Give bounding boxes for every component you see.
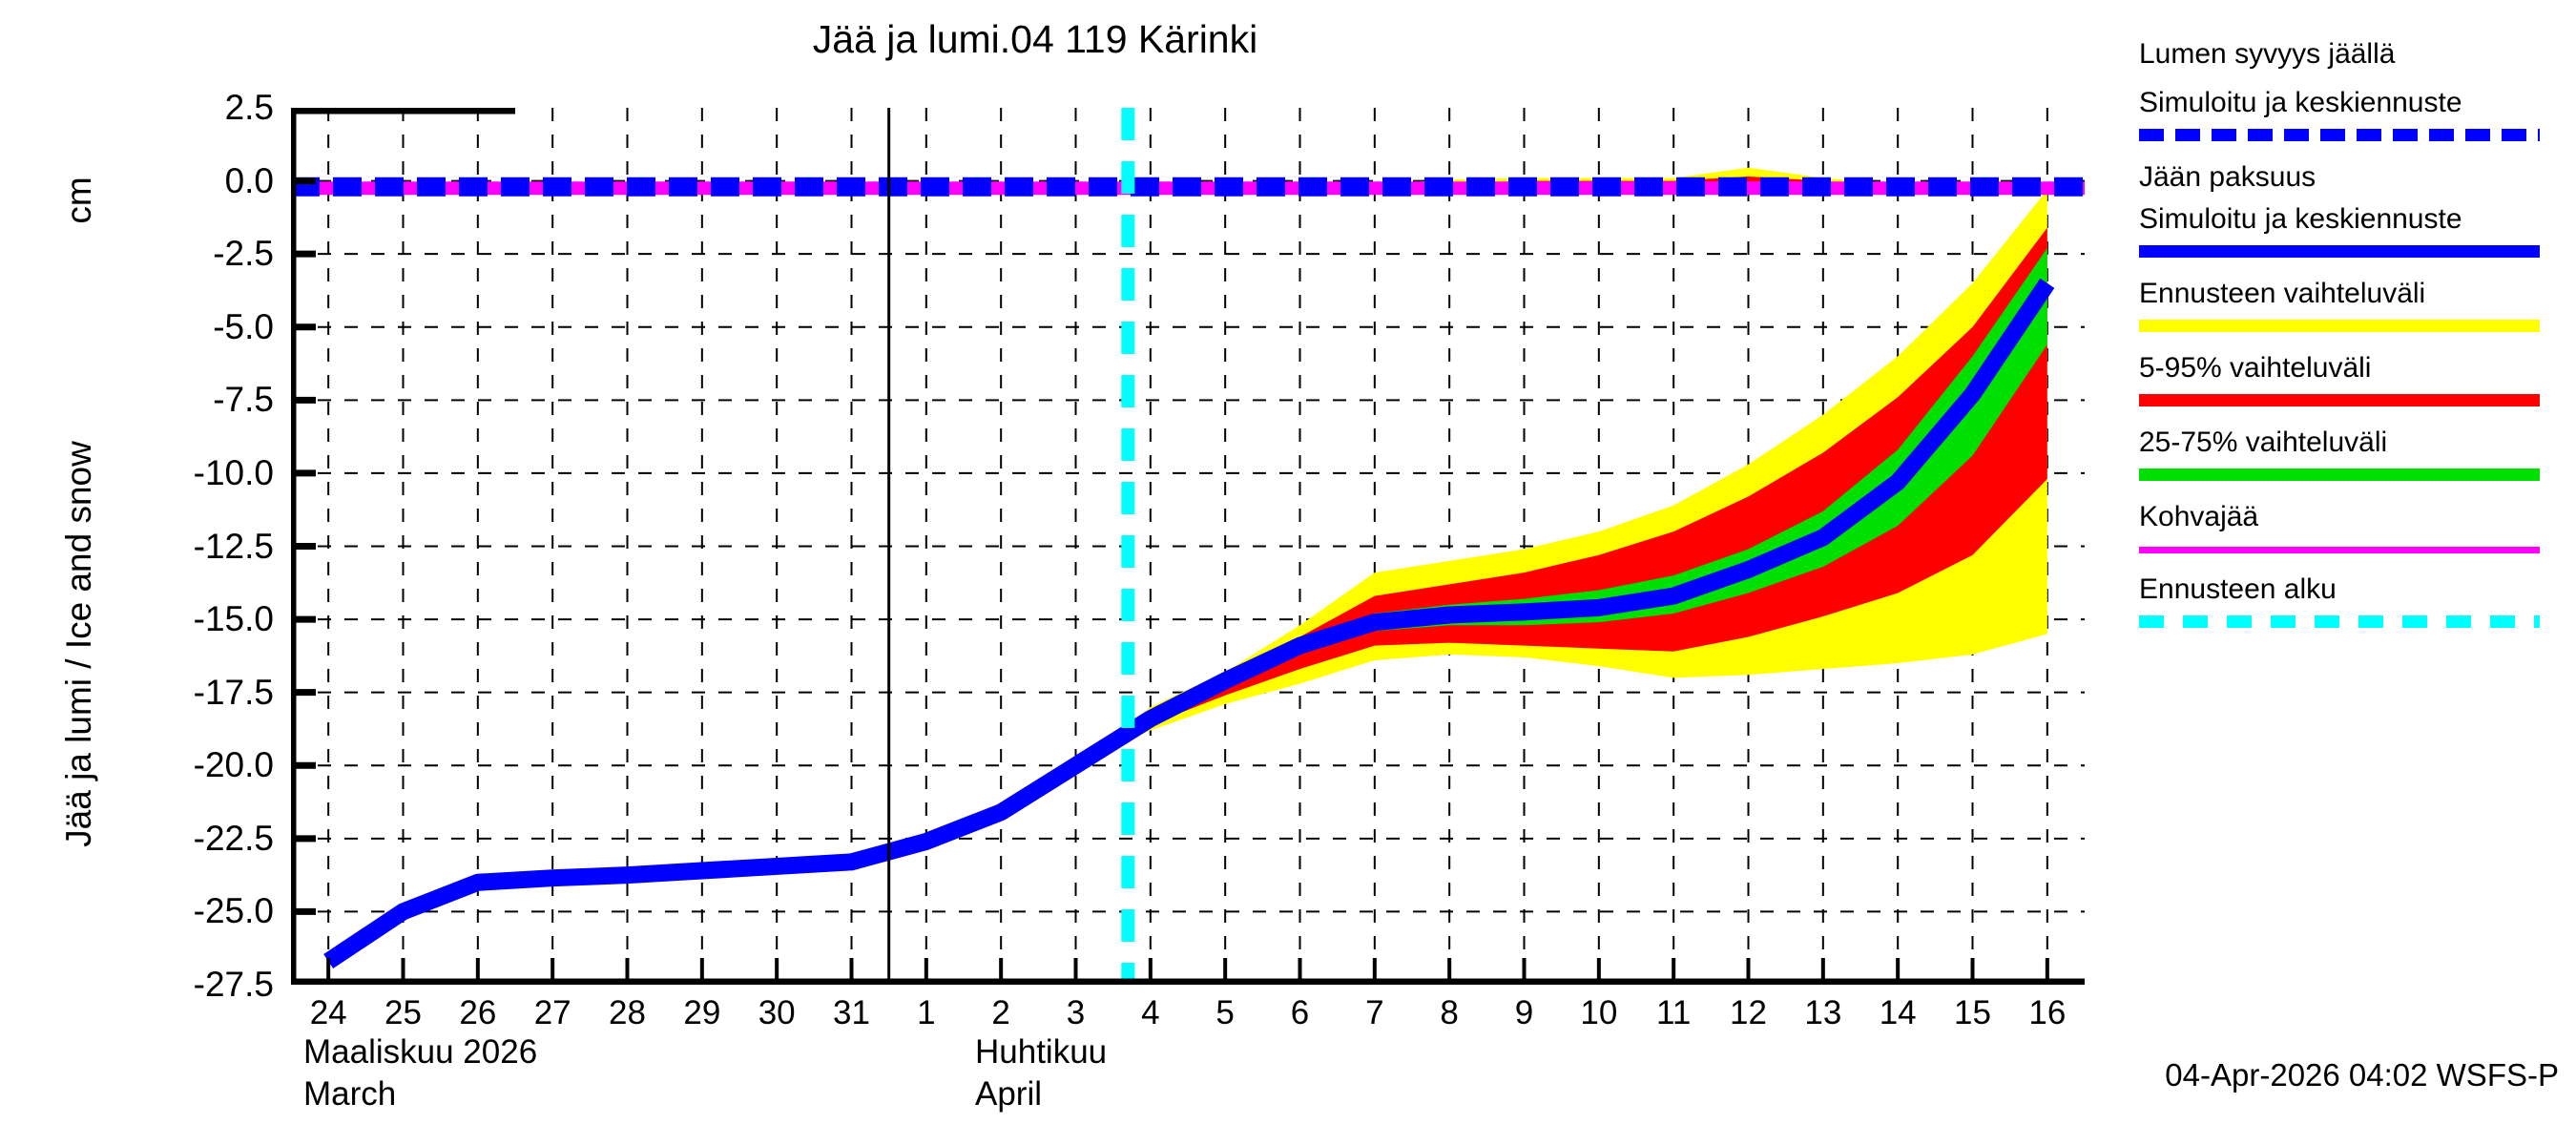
y-tick-label: -25.0 bbox=[193, 891, 274, 931]
x-tick-label: 3 bbox=[1066, 994, 1086, 1031]
y-tick-label: -10.0 bbox=[193, 452, 274, 492]
x-tick-label: 12 bbox=[1730, 994, 1767, 1031]
legend-item[interactable]: Jään paksuus bbox=[2139, 158, 2568, 197]
legend-item[interactable]: 5-95% vaihteluväli bbox=[2139, 349, 2568, 406]
y-tick-label: -27.5 bbox=[193, 965, 274, 1004]
legend-item[interactable]: Ennusteen vaihteluväli bbox=[2139, 275, 2568, 332]
page-title: Jää ja lumi.04 119 Kärinki bbox=[812, 17, 1258, 61]
x-tick-label: 2 bbox=[991, 994, 1010, 1031]
y-tick-label: -12.5 bbox=[193, 526, 274, 566]
chart-legend: Simuloitu ja keskiennuste Jään paksuus Sim… bbox=[2139, 84, 2568, 645]
month-label-april-fi: Huhtikuu bbox=[975, 1033, 1108, 1071]
x-tick-label: 16 bbox=[2028, 994, 2067, 1031]
legend-heading: Lumen syvyys jäällä bbox=[2139, 38, 2396, 70]
y-axis-unit: cm bbox=[59, 177, 98, 224]
chart-svg bbox=[291, 108, 2085, 985]
x-tick-label: 8 bbox=[1440, 994, 1459, 1031]
legend-item-label: Jään paksuus bbox=[2139, 161, 2316, 193]
x-tick-label: 13 bbox=[1804, 994, 1842, 1031]
legend-swatch-magenta bbox=[2139, 547, 2540, 553]
x-tick-label: 26 bbox=[459, 994, 497, 1031]
plot-area bbox=[291, 108, 2085, 985]
x-tick-label: 24 bbox=[309, 994, 347, 1031]
legend-item[interactable]: Kohvajää bbox=[2139, 498, 2568, 553]
month-label-march-fi: Maaliskuu 2026 bbox=[303, 1033, 538, 1071]
legend-swatch-yellow bbox=[2139, 320, 2540, 332]
y-tick-label: -7.5 bbox=[213, 380, 274, 420]
footer-timestamp: 04-Apr-2026 04:02 WSFS-P bbox=[2165, 1057, 2559, 1093]
x-tick-label: 7 bbox=[1365, 994, 1384, 1031]
x-tick-label: 29 bbox=[683, 994, 721, 1031]
legend-item-label: Simuloitu ja keskiennuste bbox=[2139, 87, 2462, 118]
y-tick-label: -20.0 bbox=[193, 745, 274, 785]
x-tick-label: 14 bbox=[1879, 994, 1917, 1031]
legend-swatch-cyan-dashed bbox=[2139, 615, 2540, 628]
x-tick-label: 30 bbox=[758, 994, 796, 1031]
legend-swatch-blue-solid bbox=[2139, 245, 2540, 258]
legend-item[interactable]: Simuloitu ja keskiennuste bbox=[2139, 84, 2568, 141]
month-label-march-en: March bbox=[303, 1075, 397, 1113]
x-tick-label: 10 bbox=[1580, 994, 1618, 1031]
legend-item-label: Kohvajää bbox=[2139, 501, 2259, 532]
x-tick-label: 25 bbox=[384, 994, 422, 1031]
legend-item[interactable]: 25-75% vaihteluväli bbox=[2139, 424, 2568, 481]
y-axis-label: Jää ja lumi / Ice and snow bbox=[59, 441, 98, 847]
month-label-april-en: April bbox=[975, 1075, 1043, 1113]
y-tick-label: -22.5 bbox=[193, 818, 274, 858]
y-tick-label: -15.0 bbox=[193, 599, 274, 639]
ice-thickness-line bbox=[323, 278, 2055, 968]
x-tick-label: 28 bbox=[609, 994, 646, 1031]
y-tick-label: 0.0 bbox=[224, 160, 274, 200]
x-tick-label: 6 bbox=[1290, 994, 1310, 1031]
legend-swatch-blue-dashed bbox=[2139, 129, 2540, 141]
legend-item-label: Ennusteen alku bbox=[2139, 573, 2337, 605]
x-tick-label: 31 bbox=[833, 994, 870, 1031]
legend-item-label: 25-75% vaihteluväli bbox=[2139, 427, 2388, 458]
x-tick-label: 4 bbox=[1141, 994, 1160, 1031]
y-tick-label: -5.0 bbox=[213, 306, 274, 346]
legend-item[interactable]: Simuloitu ja keskiennuste bbox=[2139, 200, 2568, 258]
legend-item-label: Simuloitu ja keskiennuste bbox=[2139, 203, 2462, 235]
legend-item-label: 5-95% vaihteluväli bbox=[2139, 352, 2372, 384]
legend-swatch-green bbox=[2139, 468, 2540, 481]
y-tick-label: -2.5 bbox=[213, 234, 274, 274]
x-tick-label: 15 bbox=[1954, 994, 1991, 1031]
x-tick-label: 11 bbox=[1655, 994, 1692, 1031]
legend-swatch-red bbox=[2139, 394, 2540, 406]
x-tick-label: 27 bbox=[533, 994, 571, 1031]
legend-item-label: Ennusteen vaihteluväli bbox=[2139, 278, 2426, 309]
x-tick-label: 5 bbox=[1215, 994, 1235, 1031]
legend-item[interactable]: Ennusteen alku bbox=[2139, 571, 2568, 628]
x-tick-label: 9 bbox=[1514, 994, 1534, 1031]
forecast-band-ice bbox=[1075, 189, 2047, 766]
y-tick-label: -17.5 bbox=[193, 672, 274, 712]
y-tick-label: 2.5 bbox=[224, 88, 274, 127]
x-tick-label: 1 bbox=[917, 994, 936, 1031]
